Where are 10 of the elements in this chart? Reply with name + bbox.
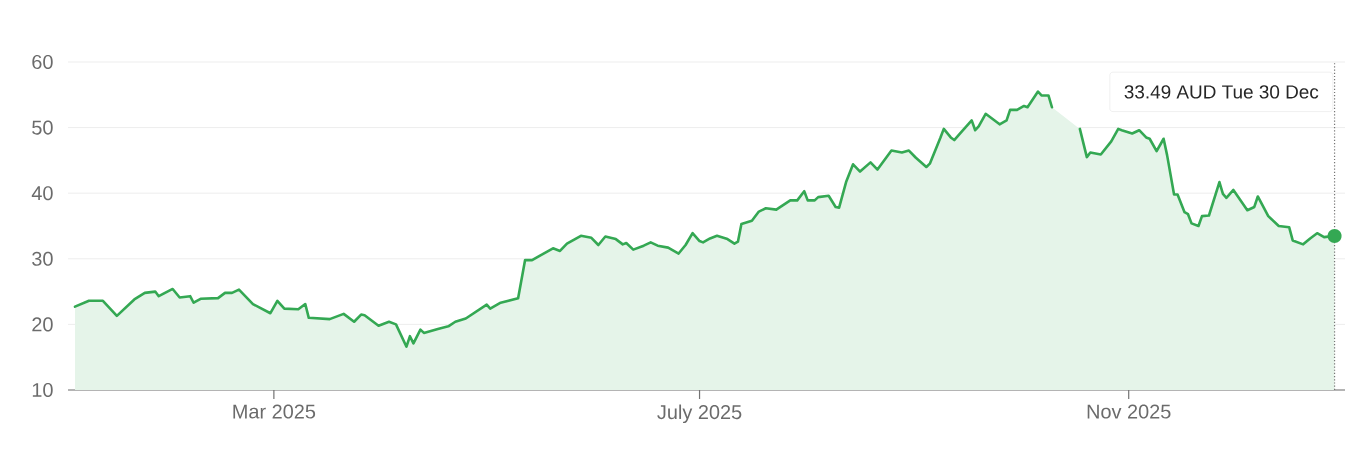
x-tick-label: Mar 2025 [233,404,316,419]
y-tick-label: 10 [32,382,53,398]
y-tick-label: 40 [31,186,53,201]
y-tick-label: 30 [32,251,53,266]
y-tick-label: 60 [32,54,53,70]
x-tick-label: July 2025 [657,404,742,424]
y-tick-label: 20 [32,317,53,332]
annotation: 33.49 AUD Tue 30 Dec [1124,85,1319,99]
y-tick-label: 50 [32,120,53,135]
x-tick-label: Nov 2025 [1087,404,1171,419]
